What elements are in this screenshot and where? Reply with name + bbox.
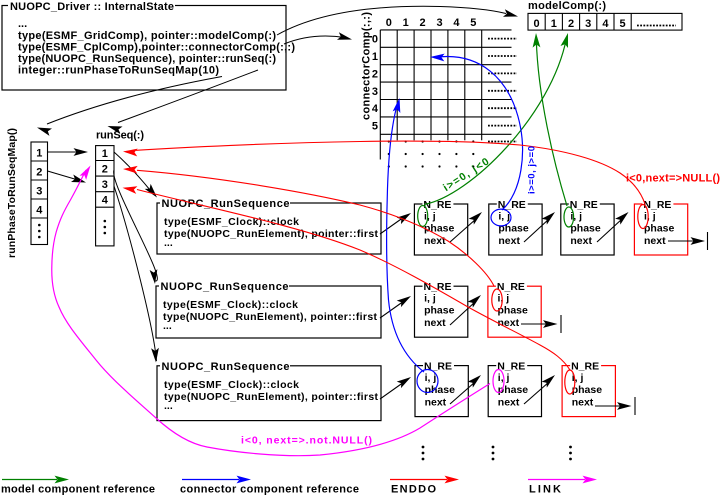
- svg-text:2: 2: [568, 18, 574, 30]
- svg-text:i, j: i, j: [644, 211, 656, 223]
- svg-text:next: next: [498, 397, 520, 409]
- svg-text:type(NUOPC_RunSequence), point: type(NUOPC_RunSequence), pointer::runSeq…: [18, 53, 276, 65]
- svg-text:1: 1: [403, 17, 409, 29]
- svg-text:phase: phase: [498, 384, 529, 396]
- svg-text:i, j: i, j: [570, 211, 582, 223]
- svg-text:next: next: [424, 317, 446, 329]
- svg-text:N_RE: N_RE: [423, 199, 451, 211]
- svg-text:i, j: i, j: [425, 372, 437, 384]
- svg-text:phase: phase: [425, 384, 456, 396]
- svg-text:2: 2: [420, 17, 426, 29]
- svg-text:i<0,next=>NULL(): i<0,next=>NULL(): [626, 173, 720, 185]
- svg-text:3: 3: [372, 86, 378, 98]
- svg-text:connector component reference: connector component reference: [180, 484, 359, 495]
- svg-text:next: next: [424, 235, 446, 247]
- svg-text:connectorComp(:,:): connectorComp(:,:): [361, 12, 373, 120]
- svg-text:...: ...: [164, 400, 173, 412]
- svg-text:next: next: [425, 397, 447, 409]
- svg-text:phase: phase: [572, 384, 603, 396]
- svg-text:i<0, next=>.not.NULL(): i<0, next=>.not.NULL(): [241, 435, 372, 447]
- svg-text:NUOPC_RunSequence: NUOPC_RunSequence: [161, 281, 289, 293]
- svg-text:i, j: i, j: [424, 293, 436, 305]
- svg-text:N_RE: N_RE: [497, 361, 525, 373]
- svg-text:next: next: [644, 235, 666, 247]
- svg-text:N_RE: N_RE: [497, 281, 525, 293]
- svg-text:modelComp(:): modelComp(:): [528, 0, 606, 12]
- svg-text:5: 5: [620, 18, 626, 30]
- svg-text:runPhaseToRunSeqMap(): runPhaseToRunSeqMap(): [6, 128, 18, 258]
- svg-text:i, j: i, j: [424, 211, 436, 223]
- svg-text:LINK: LINK: [529, 484, 561, 495]
- svg-text:type(ESMF_Clock)::clock: type(ESMF_Clock)::clock: [164, 379, 299, 391]
- svg-text:type(NUOPC_RunElement), pointe: type(NUOPC_RunElement), pointer::first: [164, 391, 379, 403]
- svg-text:next: next: [570, 235, 592, 247]
- svg-text:3: 3: [585, 18, 591, 30]
- svg-text:type(ESMF_Clock)::clock: type(ESMF_Clock)::clock: [164, 216, 299, 228]
- svg-text:i>=0, j>=0: i>=0, j>=0: [527, 146, 538, 194]
- svg-text:2: 2: [36, 167, 42, 179]
- svg-text:integer::runPhaseToRunSeqMap(1: integer::runPhaseToRunSeqMap(10): [18, 65, 219, 77]
- svg-text:type(ESMF_Clock)::clock: type(ESMF_Clock)::clock: [163, 299, 298, 311]
- svg-text:4: 4: [453, 17, 460, 29]
- svg-text:phase: phase: [498, 223, 529, 235]
- svg-text:phase: phase: [570, 223, 601, 235]
- svg-text:1: 1: [551, 18, 557, 30]
- svg-text:5: 5: [372, 121, 378, 133]
- svg-text:next: next: [498, 317, 520, 329]
- svg-text:next: next: [572, 397, 594, 409]
- svg-text:NUOPC_RunSequence: NUOPC_RunSequence: [162, 361, 290, 373]
- svg-text:1: 1: [102, 148, 108, 160]
- svg-text:0: 0: [372, 34, 378, 46]
- svg-text:i>=0, j<0: i>=0, j<0: [441, 156, 491, 194]
- svg-text:N_RE: N_RE: [571, 361, 599, 373]
- svg-text:0: 0: [386, 17, 392, 29]
- svg-text:N_RE: N_RE: [424, 361, 452, 373]
- svg-text:type(ESMF_GridComp), pointer::: type(ESMF_GridComp), pointer::modelComp(…: [18, 30, 276, 42]
- svg-text:phase: phase: [424, 305, 455, 317]
- svg-text:3: 3: [36, 186, 42, 198]
- svg-text:ENDDO: ENDDO: [391, 484, 436, 495]
- svg-text:4: 4: [602, 18, 609, 30]
- svg-text:type(NUOPC_RunElement), pointe: type(NUOPC_RunElement), pointer::first: [164, 228, 379, 240]
- svg-text:0: 0: [534, 18, 540, 30]
- svg-text:phase: phase: [424, 223, 455, 235]
- svg-text:3: 3: [436, 17, 442, 29]
- svg-text:runSeq(:): runSeq(:): [96, 130, 144, 142]
- svg-text:4: 4: [36, 205, 43, 217]
- svg-text:N_RE: N_RE: [570, 199, 598, 211]
- svg-text:...: ...: [163, 320, 172, 332]
- svg-text:phase: phase: [644, 223, 675, 235]
- svg-text:5: 5: [470, 17, 476, 29]
- svg-text:...: ...: [18, 18, 27, 30]
- svg-text:3: 3: [102, 179, 108, 191]
- svg-text:4: 4: [372, 103, 379, 115]
- svg-text:N_RE: N_RE: [643, 199, 671, 211]
- svg-text:N_RE: N_RE: [424, 281, 452, 293]
- svg-text:1: 1: [36, 148, 42, 160]
- svg-text:NUOPC_RunSequence: NUOPC_RunSequence: [162, 198, 290, 210]
- svg-text:next: next: [498, 235, 520, 247]
- svg-text:i, j: i, j: [498, 293, 510, 305]
- svg-text:NUOPC_Driver :: InternalState: NUOPC_Driver :: InternalState: [10, 1, 174, 13]
- svg-text:2: 2: [102, 163, 108, 175]
- svg-text:2: 2: [372, 68, 378, 80]
- svg-text:i, j: i, j: [572, 372, 584, 384]
- svg-text:type(NUOPC_RunElement), pointe: type(NUOPC_RunElement), pointer::first: [163, 311, 378, 323]
- svg-text:model component reference: model component reference: [1, 484, 155, 495]
- svg-text:type(ESMF_CplComp),pointer::co: type(ESMF_CplComp),pointer::connectorCom…: [18, 42, 295, 54]
- svg-text:4: 4: [102, 194, 109, 206]
- svg-text:phase: phase: [498, 305, 529, 317]
- svg-text:i, j: i, j: [498, 211, 510, 223]
- svg-text:1: 1: [372, 51, 378, 63]
- svg-text:...: ...: [164, 237, 173, 249]
